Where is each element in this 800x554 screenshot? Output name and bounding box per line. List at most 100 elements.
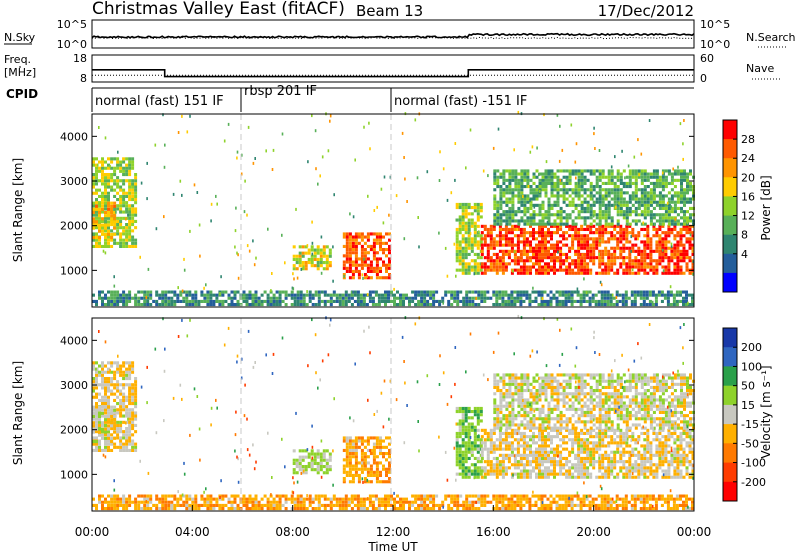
power-cell <box>243 210 246 214</box>
power-cell <box>667 246 671 250</box>
power-cell <box>467 221 471 225</box>
power-cell <box>538 227 541 231</box>
power-cell <box>438 231 440 235</box>
velocity-cell <box>113 373 117 377</box>
power-cell <box>544 252 547 256</box>
velocity-cell <box>366 442 370 446</box>
power-cell <box>649 259 653 263</box>
power-cell <box>529 271 532 275</box>
cpid-row: CPID normal (fast) 151 IF rbsp 201 IF no… <box>6 84 694 112</box>
power-cell <box>547 268 550 272</box>
velocity-cell <box>137 507 141 511</box>
power-cell <box>514 169 518 173</box>
power-cell <box>580 200 584 204</box>
velocity-cell <box>393 500 396 504</box>
power-cell <box>607 206 611 210</box>
power-cell <box>624 290 628 294</box>
power-cell <box>487 174 489 178</box>
power-cell <box>455 227 459 231</box>
power-cell <box>107 194 110 198</box>
power-cell <box>107 229 110 233</box>
power-cell <box>691 249 695 253</box>
velocity-cell <box>101 402 104 406</box>
power-cell <box>290 293 294 297</box>
power-cell <box>544 265 547 269</box>
power-cell <box>591 299 595 303</box>
power-cell <box>547 231 550 235</box>
power-cell <box>453 299 457 303</box>
power-cell <box>499 203 503 207</box>
power-cell <box>499 188 503 192</box>
power-cell <box>538 172 542 176</box>
velocity-cell <box>477 497 481 501</box>
velocity-cell <box>615 497 619 501</box>
power-cell <box>628 240 632 244</box>
power-cell <box>523 197 527 201</box>
velocity-cell <box>328 468 332 472</box>
power-cell <box>589 252 593 256</box>
power-cell <box>628 194 632 198</box>
power-cell <box>529 199 531 202</box>
power-cell <box>345 238 349 242</box>
power-cell <box>359 296 363 300</box>
velocity-cell <box>95 430 98 434</box>
power-cell <box>655 259 659 263</box>
velocity-cell <box>185 503 189 507</box>
power-cell <box>507 249 511 253</box>
power-cell <box>128 293 132 297</box>
power-cell <box>640 259 644 263</box>
power-cell <box>637 252 641 256</box>
power-cell <box>125 226 129 230</box>
power-cell <box>640 197 644 201</box>
velocity-cell <box>501 500 505 504</box>
velocity-cell <box>125 420 129 424</box>
velocity-cell <box>470 463 474 467</box>
power-cell <box>680 181 683 185</box>
power-cell <box>646 175 650 179</box>
velocity-cell <box>113 427 117 431</box>
power-cell <box>634 206 638 210</box>
power-cell <box>646 210 650 214</box>
power-cell <box>513 268 517 272</box>
velocity-cell <box>218 503 222 507</box>
power-cell <box>492 243 496 247</box>
power-cell <box>565 237 569 241</box>
power-cell <box>550 185 554 189</box>
power-cell <box>104 216 107 220</box>
power-cell <box>640 252 644 256</box>
velocity-cell <box>393 497 396 501</box>
power-cell <box>541 224 544 228</box>
power-cell <box>625 175 629 179</box>
power-cell <box>467 212 471 216</box>
power-cell <box>640 249 644 253</box>
power-cell <box>568 172 572 176</box>
power-cell <box>661 216 665 220</box>
power-cell <box>616 169 620 173</box>
power-cell <box>125 194 129 198</box>
power-cell <box>642 303 646 307</box>
velocity-cell <box>479 444 483 448</box>
velocity-cell <box>372 452 376 456</box>
velocity-cell <box>372 461 376 465</box>
power-cell <box>446 198 449 202</box>
power-cell <box>604 262 608 266</box>
velocity-cell <box>125 383 129 387</box>
power-cell <box>107 216 110 220</box>
velocity-cell <box>104 411 107 415</box>
power-cell <box>532 219 536 223</box>
power-cell <box>507 293 511 297</box>
power-cell <box>464 237 468 241</box>
power-cell <box>164 299 168 303</box>
velocity-cell <box>98 383 101 387</box>
velocity-cell <box>630 497 634 501</box>
power-cell <box>438 299 442 303</box>
power-cell <box>601 252 605 256</box>
velocity-cell <box>504 503 508 507</box>
power-cell <box>356 290 360 294</box>
velocity-cell <box>606 494 610 498</box>
velocity-cell <box>110 421 114 425</box>
velocity-cell <box>379 442 382 446</box>
power-cell <box>332 299 336 303</box>
velocity-cell <box>470 425 474 429</box>
power-cell <box>619 175 623 179</box>
